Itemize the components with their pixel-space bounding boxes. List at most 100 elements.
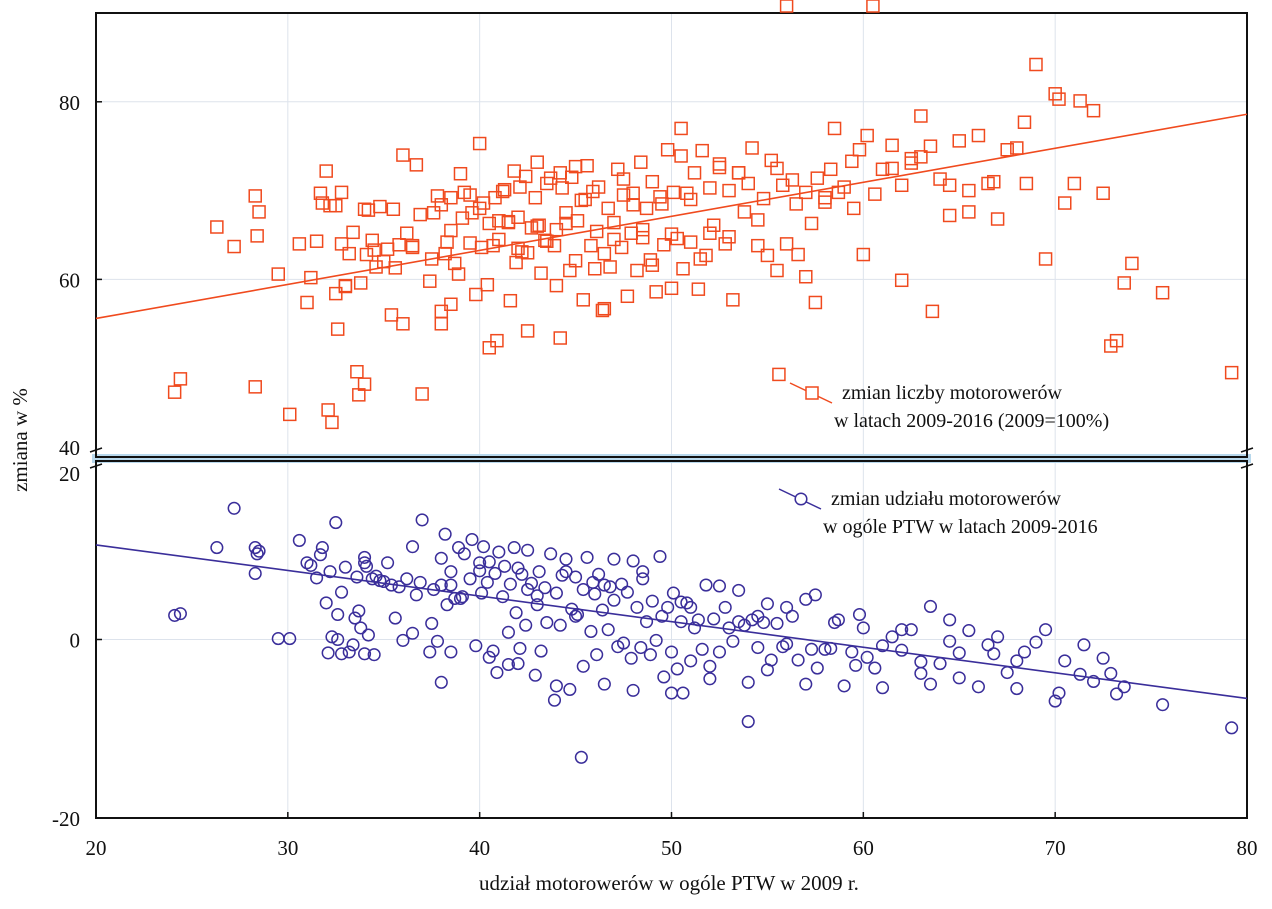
data-point [555, 181, 569, 195]
data-point [501, 214, 516, 229]
data-point [1224, 365, 1239, 380]
data-point [304, 270, 318, 285]
data-point [488, 566, 502, 581]
data-point [358, 556, 372, 570]
data-point [818, 195, 832, 209]
legend-text-line2: w latach 2009-2016 (2009=100%) [834, 410, 1109, 432]
data-point [770, 616, 784, 630]
data-point [616, 188, 631, 202]
data-point [574, 750, 588, 764]
data-point [520, 324, 535, 338]
x-axis-label: udział motorowerów w ogóle PTW w 2009 r. [479, 871, 859, 895]
data-point [616, 172, 631, 186]
data-point [386, 202, 401, 216]
data-point [568, 254, 583, 268]
data-point [703, 181, 717, 195]
data-point [331, 607, 345, 622]
data-point [473, 556, 487, 570]
data-point [250, 547, 264, 561]
data-point [444, 190, 458, 205]
data-point [381, 556, 395, 570]
data-point [430, 634, 445, 648]
data-point [635, 230, 650, 245]
data-point [885, 630, 899, 644]
data-point [731, 166, 746, 180]
data-point [515, 567, 529, 581]
data-point [511, 657, 525, 671]
data-point [712, 645, 727, 659]
data-point [779, 0, 794, 13]
data-point [473, 564, 487, 578]
data-point [1086, 674, 1101, 688]
data-point [683, 235, 698, 249]
data-point [503, 293, 518, 308]
y-tick-label: 20 [59, 462, 80, 486]
data-point [584, 238, 598, 253]
data-point [722, 230, 736, 244]
data-point [1155, 285, 1170, 300]
data-point [718, 600, 732, 614]
data-point [645, 258, 660, 272]
data-point [1225, 721, 1239, 735]
data-point [248, 566, 262, 581]
data-point [687, 166, 702, 180]
data-point [1073, 667, 1087, 681]
data-point [1039, 623, 1053, 637]
data-point [530, 219, 544, 233]
data-point [707, 612, 721, 626]
data-point [409, 588, 423, 602]
data-point [868, 187, 882, 201]
data-point [770, 161, 784, 176]
data-point [365, 233, 379, 248]
data-point [780, 637, 794, 651]
data-point [331, 632, 345, 647]
data-point [415, 387, 429, 401]
data-point [388, 611, 402, 625]
data-point [1038, 252, 1053, 266]
data-point [942, 208, 957, 223]
data-point [396, 317, 410, 331]
data-point [1104, 666, 1118, 680]
x-tick-label: 60 [853, 836, 874, 860]
data-point [640, 615, 654, 629]
y-tick-label: 60 [59, 268, 80, 292]
data-point [396, 633, 410, 647]
data-point [914, 655, 928, 669]
data-point [584, 624, 598, 639]
data-point [601, 623, 615, 637]
data-point [664, 281, 679, 296]
data-point [530, 155, 544, 169]
data-point [799, 185, 813, 200]
data-point [472, 136, 487, 151]
data-point [321, 646, 335, 660]
data-point [315, 541, 329, 555]
data-point [384, 578, 398, 592]
data-point [703, 659, 717, 673]
data-point [309, 234, 324, 248]
data-point [741, 176, 755, 191]
data-point [346, 638, 360, 652]
data-point [168, 608, 182, 622]
data-point [799, 677, 813, 691]
data-point [666, 586, 680, 600]
data-point [528, 190, 543, 205]
data-point [657, 670, 671, 684]
legend-marker [805, 386, 819, 400]
data-point [856, 247, 871, 262]
data-point [824, 641, 838, 655]
legend-2: zmian udziału motorowerów w ogóle PTW w l… [778, 488, 1098, 538]
data-point [248, 541, 262, 555]
data-point [388, 261, 403, 275]
data-point [1010, 141, 1024, 155]
data-point [329, 198, 343, 213]
data-point [518, 169, 533, 184]
data-point [1017, 645, 1032, 659]
data-point [547, 238, 562, 253]
data-point [856, 621, 870, 635]
data-point [741, 715, 755, 729]
data-point [490, 333, 504, 348]
data-point [313, 548, 327, 562]
data-point [684, 600, 698, 614]
data-point [367, 648, 381, 662]
data-point [660, 143, 675, 157]
